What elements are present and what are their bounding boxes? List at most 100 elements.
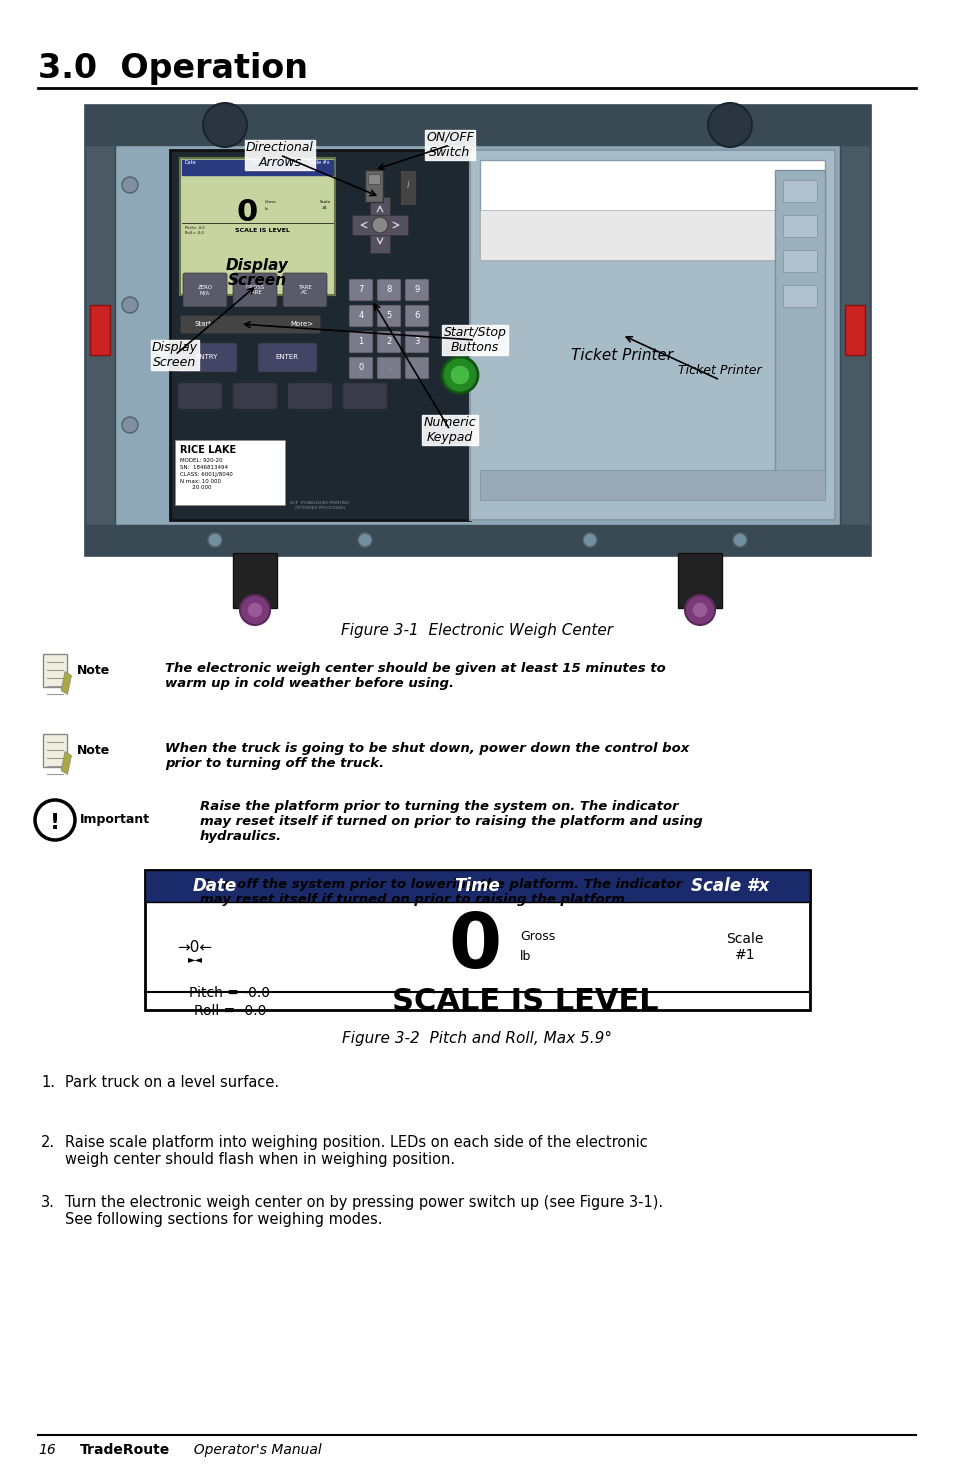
Text: Figure 3-1  Electronic Weigh Center: Figure 3-1 Electronic Weigh Center	[340, 622, 613, 637]
Circle shape	[122, 177, 138, 193]
Circle shape	[441, 357, 477, 392]
Bar	[233, 553, 276, 608]
FancyBboxPatch shape	[343, 384, 387, 409]
Text: Note: Note	[76, 743, 110, 757]
Circle shape	[816, 296, 832, 313]
Bar	[85, 105, 869, 555]
Text: Screen: Screen	[227, 273, 286, 288]
Text: !: !	[50, 813, 60, 833]
Text: lb: lb	[519, 950, 531, 963]
Text: Scale #x: Scale #x	[308, 159, 330, 165]
Text: CLASS: 6001J/8040: CLASS: 6001J/8040	[180, 472, 233, 476]
Bar	[678, 553, 721, 608]
Bar	[145, 870, 809, 903]
Text: Scale #x: Scale #x	[690, 878, 768, 895]
Bar	[782, 285, 816, 307]
FancyBboxPatch shape	[349, 330, 373, 353]
FancyBboxPatch shape	[405, 305, 429, 327]
Text: 3.: 3.	[41, 1195, 55, 1209]
FancyBboxPatch shape	[283, 273, 327, 307]
Text: 3.0  Operation: 3.0 Operation	[38, 52, 308, 86]
Circle shape	[122, 417, 138, 434]
Text: Time: Time	[251, 159, 263, 165]
Bar	[85, 145, 115, 525]
Text: The electronic weigh center should be given at least 15 minutes to
warm up in co: The electronic weigh center should be gi…	[165, 662, 665, 690]
Text: i: i	[406, 180, 409, 190]
Text: When the truck is going to be shut down, power down the control box
prior to tur: When the truck is going to be shut down,…	[165, 742, 688, 770]
Bar	[43, 653, 67, 686]
Circle shape	[357, 532, 372, 547]
Bar	[174, 440, 285, 504]
Text: 16: 16	[38, 1443, 55, 1457]
Circle shape	[208, 532, 222, 547]
Circle shape	[203, 103, 247, 148]
Text: SCALE IS LEVEL: SCALE IS LEVEL	[392, 987, 658, 1015]
FancyBboxPatch shape	[233, 384, 276, 409]
Bar	[782, 249, 816, 271]
FancyBboxPatch shape	[178, 344, 236, 372]
Text: 3: 3	[414, 338, 419, 347]
Text: 6: 6	[414, 311, 419, 320]
Text: MODEL: 920-20: MODEL: 920-20	[180, 459, 222, 463]
Text: More>: More>	[290, 322, 313, 327]
Bar	[844, 305, 864, 355]
Text: Note: Note	[76, 664, 110, 677]
Text: Pitch= -0.0: Pitch= -0.0	[185, 226, 204, 230]
FancyBboxPatch shape	[349, 279, 373, 301]
Circle shape	[707, 103, 751, 148]
Circle shape	[35, 799, 75, 839]
Bar	[479, 209, 824, 260]
FancyBboxPatch shape	[183, 273, 227, 307]
Text: 1: 1	[358, 338, 363, 347]
FancyBboxPatch shape	[233, 273, 276, 307]
Bar	[479, 159, 824, 260]
Text: Turn off the system prior to lowering the platform. The indicator
may reset itse: Turn off the system prior to lowering th…	[200, 878, 681, 906]
Text: Date: Date	[193, 878, 237, 895]
FancyBboxPatch shape	[376, 330, 400, 353]
Text: RICE LAKE: RICE LAKE	[180, 445, 236, 454]
Bar	[370, 198, 390, 254]
Text: Raise the platform prior to turning the system on. The indicator
may reset itsel: Raise the platform prior to turning the …	[200, 799, 702, 844]
Text: 0: 0	[448, 910, 501, 984]
Bar	[85, 105, 869, 145]
FancyBboxPatch shape	[376, 357, 400, 379]
Bar	[43, 733, 67, 767]
Bar	[774, 170, 824, 490]
Text: Scale: Scale	[319, 201, 330, 204]
Bar	[479, 471, 824, 500]
Bar	[90, 305, 110, 355]
FancyBboxPatch shape	[405, 330, 429, 353]
Text: 20 000: 20 000	[180, 485, 212, 490]
Bar	[470, 150, 834, 521]
Text: Roll = -0.0: Roll = -0.0	[185, 232, 203, 235]
Text: 0: 0	[358, 363, 363, 373]
Bar	[85, 525, 869, 555]
Circle shape	[122, 296, 138, 313]
FancyBboxPatch shape	[178, 384, 222, 409]
Circle shape	[816, 417, 832, 434]
Bar	[352, 215, 408, 235]
Text: 0: 0	[236, 198, 257, 227]
Text: Scale
#1: Scale #1	[725, 932, 763, 962]
FancyBboxPatch shape	[257, 344, 316, 372]
Bar	[180, 316, 319, 333]
Text: ►◄: ►◄	[188, 954, 202, 965]
Text: 1.: 1.	[41, 1075, 55, 1090]
Text: →0←: →0←	[177, 940, 213, 954]
Text: Numeric
Keypad: Numeric Keypad	[423, 416, 476, 444]
Circle shape	[732, 532, 746, 547]
Text: Ticket Printer: Ticket Printer	[678, 363, 761, 376]
Text: Time: Time	[454, 878, 499, 895]
Bar	[368, 174, 379, 184]
Circle shape	[240, 594, 270, 625]
Circle shape	[816, 177, 832, 193]
Circle shape	[691, 602, 707, 618]
Bar	[145, 870, 809, 1010]
Text: Ticket Printer: Ticket Printer	[570, 348, 673, 363]
Text: #1: #1	[322, 207, 328, 209]
Text: Start: Start	[194, 322, 212, 327]
Text: 8: 8	[386, 286, 392, 295]
Text: SN:  1846813494: SN: 1846813494	[180, 465, 228, 471]
FancyBboxPatch shape	[405, 357, 429, 379]
Text: BCP  ESTABLISHED PRINTING
OPTIMIZED PROCESSING: BCP ESTABLISHED PRINTING OPTIMIZED PROCE…	[290, 502, 349, 510]
